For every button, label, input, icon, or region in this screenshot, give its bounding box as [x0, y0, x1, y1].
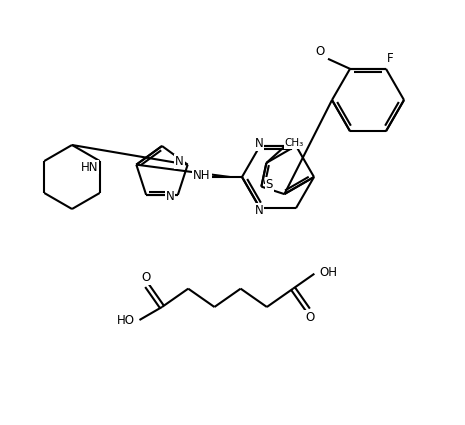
Text: N: N	[175, 155, 184, 168]
Text: HN: HN	[81, 161, 99, 173]
Text: N: N	[255, 137, 263, 150]
Text: NH: NH	[193, 168, 211, 181]
Text: F: F	[387, 52, 393, 65]
Text: O: O	[315, 45, 325, 58]
Text: HO: HO	[117, 314, 134, 326]
Text: S: S	[266, 178, 273, 191]
Text: N: N	[255, 204, 263, 217]
Text: OH: OH	[319, 266, 338, 279]
Text: O: O	[306, 312, 315, 324]
Text: CH₃: CH₃	[285, 138, 304, 148]
Text: O: O	[141, 271, 151, 284]
Text: N: N	[166, 190, 174, 203]
